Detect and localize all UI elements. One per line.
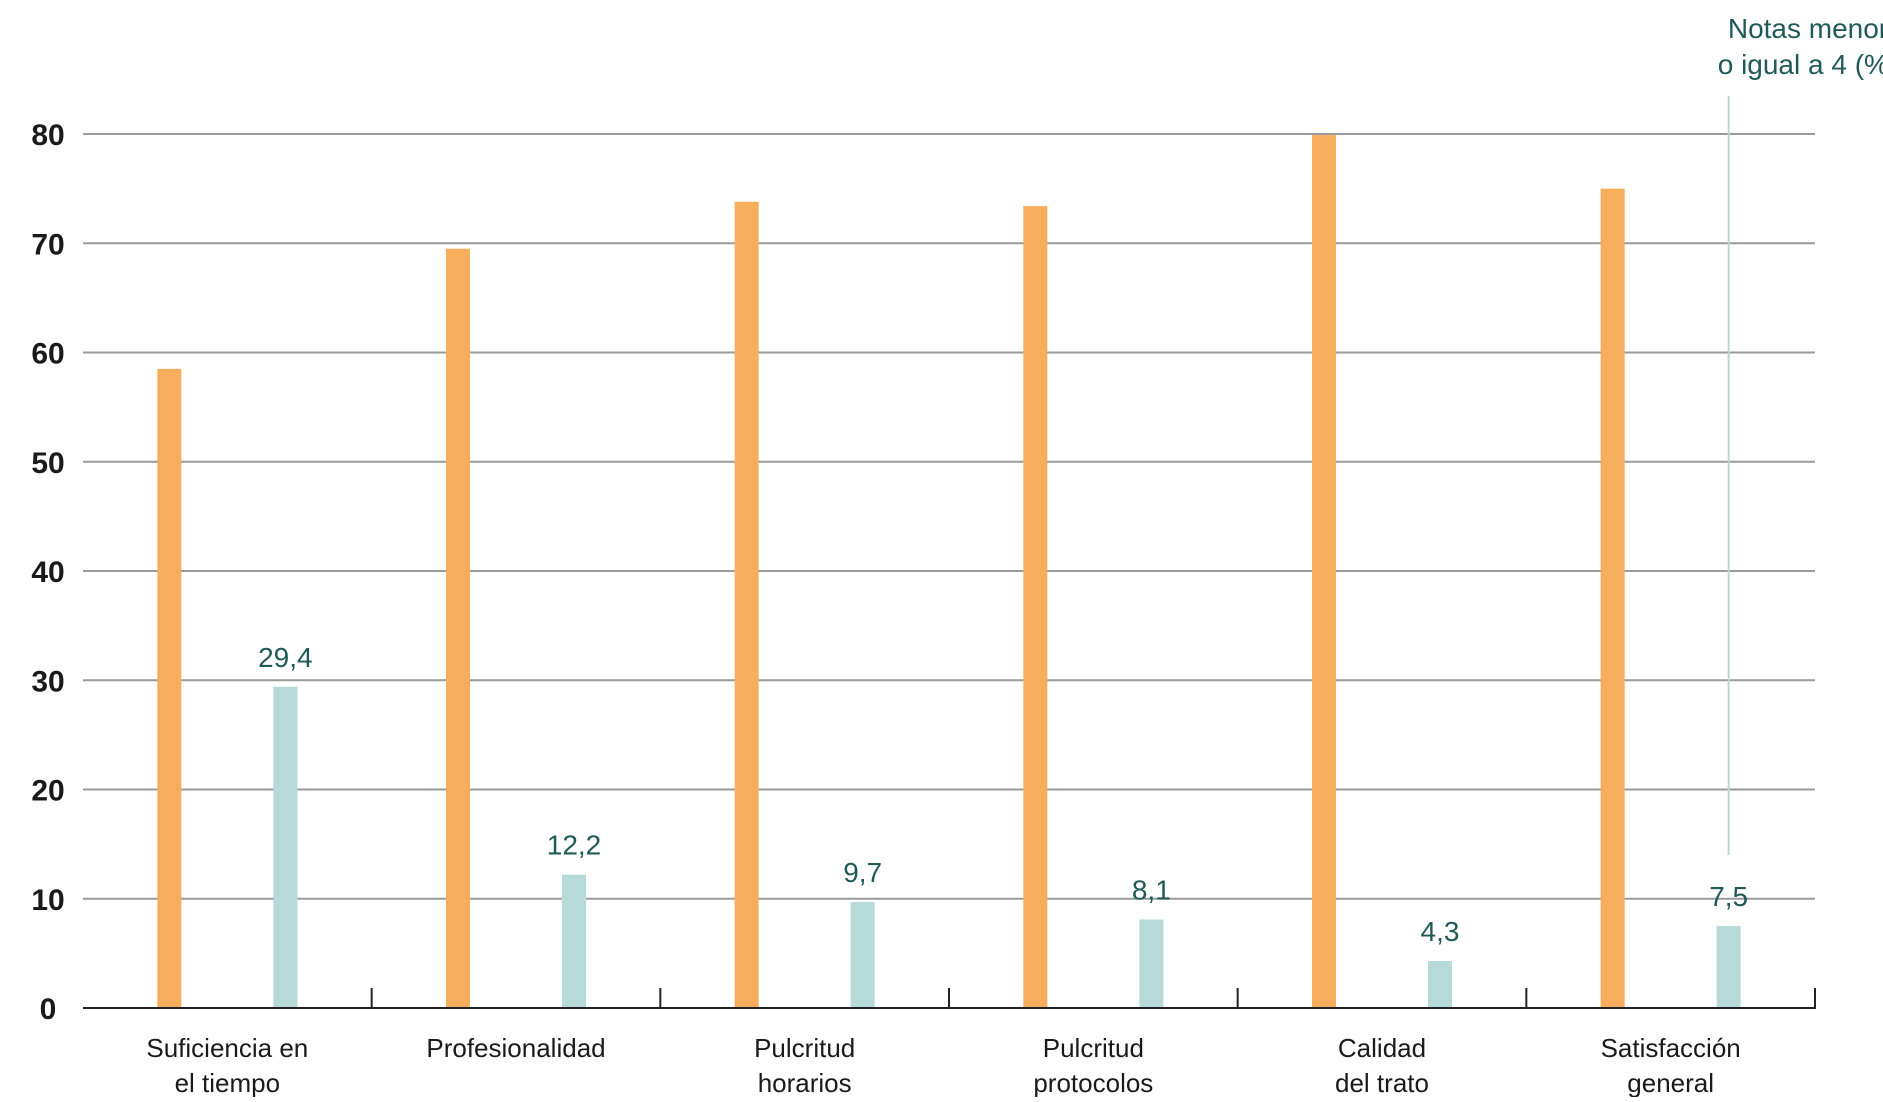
data-label: 9,7	[843, 857, 882, 888]
y-tick-label: 50	[31, 447, 64, 480]
x-axis-ticks: Suficiencia en el tiempo Profesionalidad Pu…	[146, 1033, 1741, 1098]
bars	[157, 135, 1741, 1009]
bar-series-1	[1023, 206, 1048, 1009]
bar-series-1	[1600, 188, 1625, 1008]
y-tick-label: 0	[40, 993, 57, 1026]
y-axis-ticks: 0 10 20 30 40 50 60 70 80	[31, 119, 64, 1026]
data-label: 8,1	[1132, 875, 1171, 906]
y-tick-label: 80	[31, 119, 64, 152]
x-axis	[83, 988, 1816, 1009]
legend-label: o igual a 4 (%)	[1718, 49, 1883, 80]
y-tick-label: 40	[31, 556, 64, 589]
bar-series-1	[157, 368, 182, 1008]
x-tick-label: protocolos	[1033, 1068, 1153, 1097]
x-tick-label: horarios	[758, 1068, 852, 1097]
y-tick-label: 60	[31, 338, 64, 371]
x-tick-label: general	[1627, 1068, 1714, 1097]
bar-series-2	[1139, 919, 1164, 1008]
grid-lines	[83, 133, 1815, 900]
x-tick-label: del trato	[1335, 1068, 1429, 1097]
x-tick-label: Calidad	[1338, 1033, 1426, 1063]
bar-series-1	[446, 248, 470, 1008]
y-tick-label: 70	[31, 228, 64, 261]
y-tick-label: 20	[31, 775, 64, 808]
legend-label: Notas menor	[1728, 13, 1883, 44]
legend: Notas menor o igual a 4 (%)	[1718, 13, 1883, 855]
y-tick-label: 30	[31, 665, 64, 698]
data-label: 7,5	[1709, 881, 1748, 912]
x-tick-label: Satisfacción	[1601, 1033, 1741, 1063]
data-label: 29,4	[258, 642, 313, 673]
bar-series-2	[1716, 926, 1741, 1008]
bar-series-1	[1312, 135, 1336, 1008]
y-tick-label: 10	[31, 884, 64, 917]
bar-series-2	[273, 686, 298, 1008]
data-labels: 29,4 12,2 9,7 8,1 4,3 7,5	[258, 642, 1748, 947]
data-label: 4,3	[1421, 916, 1460, 947]
x-tick-label: el tiempo	[175, 1068, 281, 1097]
x-tick-label: Suficiencia en	[146, 1033, 308, 1063]
bar-series-2	[850, 902, 875, 1008]
x-tick-label: Pulcritud	[1043, 1033, 1144, 1063]
data-label: 12,2	[547, 830, 602, 861]
bar-series-2	[562, 874, 586, 1008]
x-tick-label: Profesionalidad	[426, 1033, 605, 1063]
x-tick-label: Pulcritud	[754, 1033, 855, 1063]
bar-series-2	[1428, 961, 1452, 1008]
bar-series-1	[734, 201, 759, 1009]
